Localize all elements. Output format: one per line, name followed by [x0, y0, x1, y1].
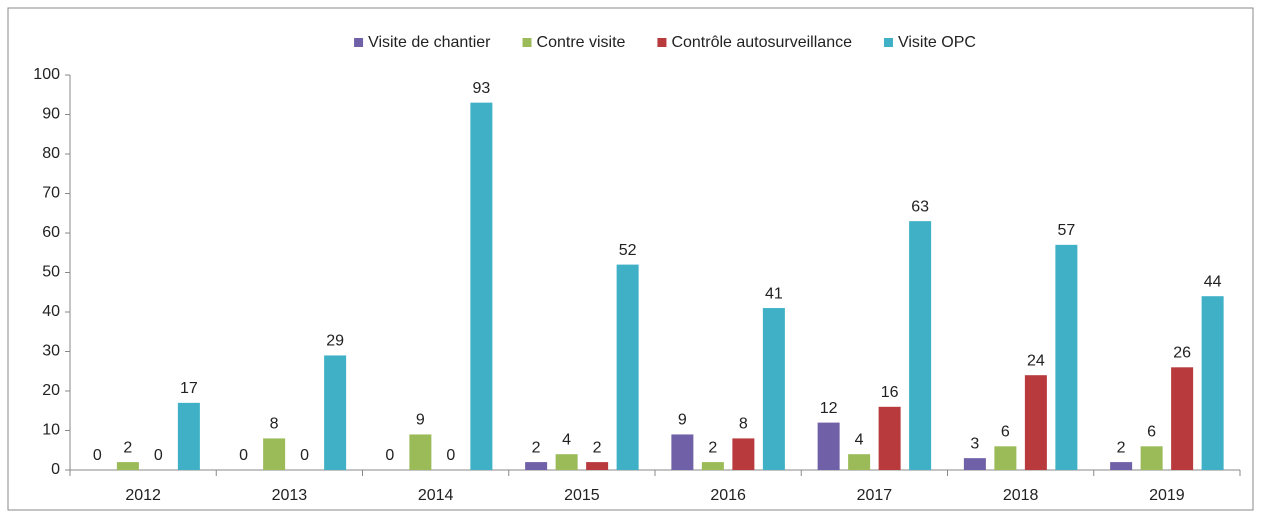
- data-label: 4: [562, 431, 571, 448]
- bar: [701, 462, 724, 470]
- bar: [586, 462, 609, 470]
- bar: [762, 308, 785, 470]
- bar: [555, 454, 578, 470]
- bar: [909, 221, 932, 470]
- y-tick-label: 60: [42, 224, 60, 241]
- bar: [1055, 244, 1078, 470]
- bar: [1201, 296, 1224, 470]
- data-label: 9: [678, 412, 687, 429]
- data-label: 0: [93, 447, 102, 464]
- legend-label: Contrôle autosurveillance: [671, 34, 852, 51]
- bar: [1024, 375, 1047, 470]
- x-tick-label: 2018: [1003, 487, 1039, 504]
- bar: [1140, 446, 1163, 470]
- data-label: 24: [1027, 352, 1045, 369]
- y-tick-label: 80: [42, 145, 60, 162]
- legend-swatch: [354, 38, 364, 47]
- data-label: 26: [1173, 345, 1191, 362]
- x-tick-label: 2013: [272, 487, 308, 504]
- bar: [525, 462, 548, 470]
- data-label: 6: [1147, 424, 1156, 441]
- data-label: 2: [123, 439, 132, 456]
- bar: [177, 402, 200, 470]
- legend-swatch: [883, 38, 893, 47]
- data-label: 8: [270, 416, 279, 433]
- legend-swatch: [522, 38, 532, 47]
- x-tick-label: 2015: [564, 487, 600, 504]
- data-label: 12: [820, 400, 838, 417]
- y-tick-label: 100: [33, 66, 60, 83]
- bar: [963, 458, 986, 470]
- data-label: 0: [300, 447, 309, 464]
- data-label: 4: [855, 431, 864, 448]
- data-label: 52: [619, 242, 637, 259]
- data-label: 2: [532, 439, 541, 456]
- data-label: 2: [708, 439, 717, 456]
- bar: [470, 102, 493, 471]
- y-tick-label: 40: [42, 303, 60, 320]
- y-tick-label: 90: [42, 106, 60, 123]
- y-tick-label: 30: [42, 343, 60, 360]
- data-label: 41: [765, 285, 783, 302]
- data-label: 63: [911, 198, 929, 215]
- y-tick-label: 10: [42, 422, 60, 439]
- x-tick-label: 2017: [857, 487, 893, 504]
- bar: [324, 355, 347, 470]
- data-label: 8: [739, 416, 748, 433]
- data-label: 6: [1001, 424, 1010, 441]
- y-tick-label: 50: [42, 264, 60, 281]
- bar: [616, 264, 639, 470]
- data-label: 0: [385, 447, 394, 464]
- data-label: 9: [416, 412, 425, 429]
- data-label: 16: [881, 384, 899, 401]
- data-label: 0: [239, 447, 248, 464]
- legend-label: Visite OPC: [898, 34, 976, 51]
- bar: [732, 438, 755, 470]
- x-tick-label: 2014: [418, 487, 454, 504]
- data-label: 2: [1117, 439, 1126, 456]
- bar: [1171, 367, 1194, 470]
- y-tick-label: 0: [51, 461, 60, 478]
- data-label: 0: [446, 447, 455, 464]
- data-label: 3: [970, 435, 979, 452]
- bar: [848, 454, 871, 470]
- x-tick-label: 2019: [1149, 487, 1185, 504]
- bar: [817, 422, 840, 470]
- data-label: 2: [593, 439, 602, 456]
- x-tick-label: 2012: [125, 487, 161, 504]
- data-label: 29: [326, 333, 344, 350]
- bar: [878, 406, 901, 470]
- legend-label: Contre visite: [537, 34, 626, 51]
- data-label: 0: [154, 447, 163, 464]
- bar: [671, 434, 694, 470]
- data-label: 57: [1057, 222, 1075, 239]
- data-label: 17: [180, 380, 198, 397]
- legend-swatch: [657, 38, 667, 47]
- y-tick-label: 70: [42, 185, 60, 202]
- bar: [1110, 462, 1133, 470]
- bar: [409, 434, 432, 470]
- bar: [263, 438, 286, 470]
- legend-label: Visite de chantier: [368, 34, 491, 51]
- data-label: 44: [1204, 273, 1222, 290]
- data-label: 93: [472, 80, 490, 97]
- bar: [994, 446, 1017, 470]
- y-tick-label: 20: [42, 382, 60, 399]
- bar: [116, 462, 139, 470]
- x-tick-label: 2016: [710, 487, 746, 504]
